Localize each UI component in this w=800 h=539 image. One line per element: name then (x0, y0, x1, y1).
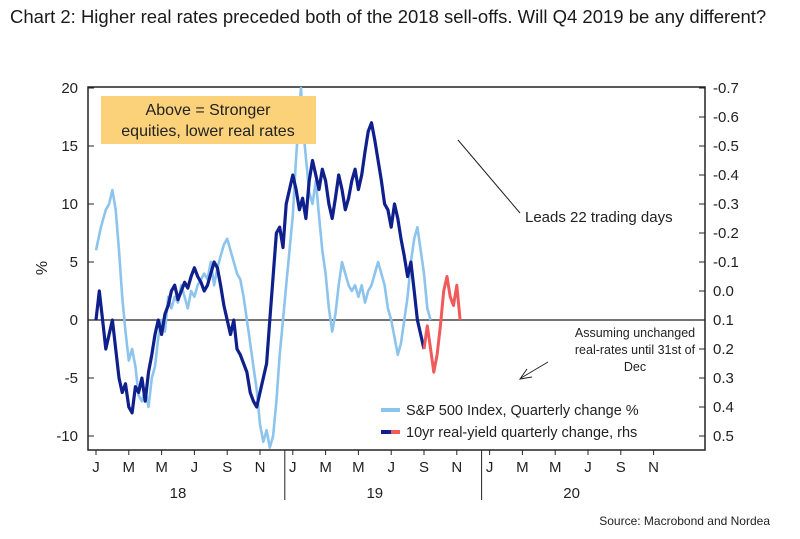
annotation-box-line-1: Above = Stronger (146, 102, 272, 119)
x-month-label: M (352, 459, 365, 476)
x-month-label: J (191, 459, 199, 476)
x-month-label: J (289, 459, 297, 476)
right-tick-label: 0.0 (713, 283, 734, 300)
assume-annotation-line-3: Dec (624, 360, 646, 374)
left-tick-label: -10 (56, 428, 78, 445)
right-tick-label: 0.3 (713, 370, 734, 387)
right-tick-label: -0.6 (713, 109, 739, 126)
legend-label-realyield: 10yr real-yield quarterly change, rhs (406, 425, 637, 441)
right-tick-label: -0.1 (713, 254, 739, 271)
series-sp500-line (94, 86, 432, 449)
left-tick-label: 20 (61, 80, 78, 97)
right-tick-label: -0.3 (713, 196, 739, 213)
x-month-label: J (387, 459, 395, 476)
assume-annotation-line-2: real-rates until 31st of (575, 343, 696, 357)
left-tick-label: 10 (61, 196, 78, 213)
x-month-label: S (616, 459, 626, 476)
left-tick-label: 15 (61, 138, 78, 155)
x-month-label: N (451, 459, 462, 476)
x-year-label: 19 (366, 485, 383, 502)
right-tick-label: -0.5 (713, 138, 739, 155)
annotation-box-line-2: equities, lower real rates (121, 123, 294, 140)
right-tick-label: -0.2 (713, 225, 739, 242)
y-axis-label: % (34, 261, 51, 275)
x-year-label: 18 (170, 485, 187, 502)
lead-annotation: Leads 22 trading days (525, 209, 673, 226)
legend-label-sp500: S&P 500 Index, Quarterly change % (406, 403, 639, 419)
plot-frame (87, 86, 706, 451)
x-month-label: N (255, 459, 266, 476)
assume-arrow-line (520, 361, 549, 379)
right-tick-label: 0.2 (713, 341, 734, 358)
lead-arrow-line (457, 139, 521, 214)
series-layer (94, 86, 462, 449)
x-month-label: M (319, 459, 332, 476)
assume-arrow-head (518, 368, 533, 380)
x-month-label: M (155, 459, 168, 476)
source-note: Source: Macrobond and Nordea (599, 514, 770, 528)
chart-title: Chart 2: Higher real rates preceded both… (10, 6, 767, 27)
left-tick-label: 0 (70, 312, 78, 329)
x-year-label: 20 (563, 485, 580, 502)
x-month-label: J (584, 459, 592, 476)
left-tick-label: 5 (70, 254, 78, 271)
left-tick-label: -5 (65, 370, 78, 387)
right-axis: -0.7 -0.6 -0.5 -0.4 -0.3 -0.2 -0.1 0.0 0.1 0.2 0.3… (699, 80, 739, 445)
left-axis: 20 15 10 5 0 -5 -10 (56, 80, 94, 445)
series-projection-line (422, 275, 462, 374)
x-month-label: N (648, 459, 659, 476)
x-axis: J M M J S N J M M J S N J M M J S N 18 19 20 (92, 450, 659, 502)
right-tick-label: -0.4 (713, 167, 739, 184)
x-month-label: J (486, 459, 494, 476)
right-tick-label: 0.5 (713, 428, 734, 445)
x-month-label: S (419, 459, 429, 476)
right-tick-label: 0.1 (713, 312, 734, 329)
x-month-label: J (92, 459, 100, 476)
right-tick-label: 0.4 (713, 399, 734, 416)
x-month-label: M (516, 459, 529, 476)
series-realyield-line (94, 121, 426, 415)
annotation-box (101, 96, 316, 144)
right-tick-label: -0.7 (713, 80, 739, 97)
x-month-label: S (222, 459, 232, 476)
x-month-label: M (549, 459, 562, 476)
x-month-label: M (123, 459, 136, 476)
assume-annotation-line-1: Assuming unchanged (575, 326, 695, 340)
